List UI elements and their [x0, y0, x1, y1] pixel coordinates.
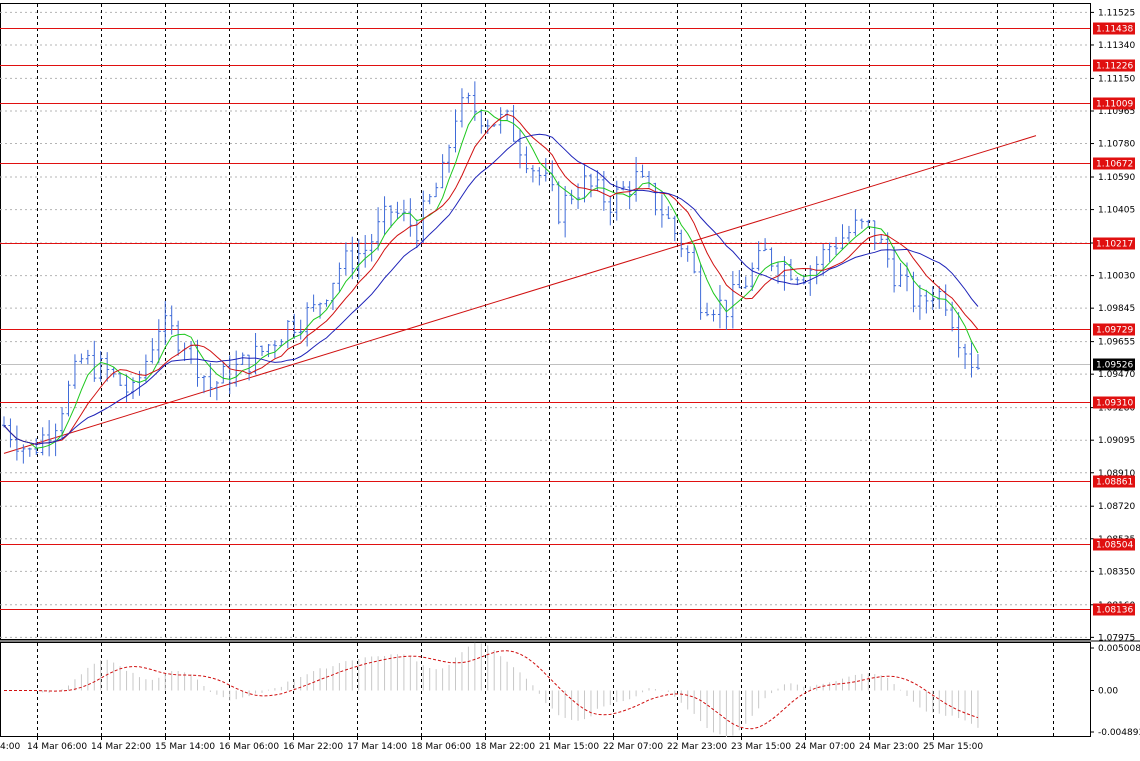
time-tick-label: 22 Mar 07:00 — [603, 742, 663, 752]
level-price-tag — [1093, 59, 1135, 72]
level-price-tag — [1093, 22, 1135, 35]
price-tick-label: 1.07975 — [1098, 633, 1135, 643]
level-price-tag — [1093, 323, 1135, 336]
price-tick-label: 1.09845 — [1098, 304, 1135, 314]
time-tick-label: 24 Mar 23:00 — [859, 742, 919, 752]
time-tick-label: 16 Mar 22:00 — [283, 742, 343, 752]
current-price-tag-label: 1.09526 — [1096, 361, 1133, 371]
time-tick-label: 21 Mar 15:00 — [539, 742, 599, 752]
trendline[interactable] — [3, 135, 1037, 454]
ma-fast-line — [3, 109, 979, 449]
time-tick-label: 18 Mar 06:00 — [411, 742, 471, 752]
time-tick-label: 15 Mar 14:00 — [155, 742, 215, 752]
level-price-tag-label: 1.10217 — [1096, 240, 1133, 250]
time-tick-label: 14 Mar 22:00 — [91, 742, 151, 752]
price-tick-label: 1.09655 — [1098, 338, 1135, 348]
time-tick-label: 14 Mar 06:00 — [27, 742, 87, 752]
price-tick-label: 1.11150 — [1098, 74, 1135, 84]
level-price-tag-label: 1.10672 — [1096, 160, 1133, 170]
level-price-tag — [1093, 538, 1135, 551]
price-tick-label: 1.10780 — [1098, 140, 1135, 150]
price-tick-label: 1.11525 — [1098, 8, 1135, 18]
time-tick-label: 25 Mar 15:00 — [923, 742, 983, 752]
level-price-tag-label: 1.08136 — [1096, 606, 1133, 616]
price-tick-label: 1.08350 — [1098, 567, 1135, 577]
time-tick-label: 4:00 — [0, 742, 20, 752]
time-tick-label: 24 Mar 07:00 — [795, 742, 855, 752]
level-price-tag-label: 1.11226 — [1096, 62, 1133, 72]
level-price-tag — [1093, 237, 1135, 250]
level-price-tag — [1093, 475, 1135, 488]
indicator-pane-frame — [0, 642, 1091, 737]
price-tick-label: 1.11340 — [1098, 41, 1135, 51]
price-tick-label: 1.10965 — [1098, 107, 1135, 117]
time-tick-label: 18 Mar 22:00 — [475, 742, 535, 752]
price-tick-label: 1.10405 — [1098, 206, 1135, 216]
indicator-tick-label: 0.005008 — [1098, 644, 1140, 654]
price-tick-label: 1.08910 — [1098, 469, 1135, 479]
price-tick-label: 1.10590 — [1098, 173, 1135, 183]
ma-slow-line — [3, 133, 979, 445]
indicator-tick-label: 0.00 — [1098, 686, 1118, 696]
level-price-tag-label: 1.09729 — [1096, 326, 1133, 336]
ma-mid-line — [3, 113, 979, 445]
price-tick-label: 1.09095 — [1098, 436, 1135, 446]
level-price-tag — [1093, 97, 1135, 110]
level-price-tag-label: 1.11009 — [1096, 100, 1133, 110]
price-tick-label: 1.08720 — [1098, 502, 1135, 512]
current-price-tag — [1093, 358, 1135, 371]
level-price-tag-label: 1.08504 — [1096, 541, 1133, 551]
level-price-tag — [1093, 603, 1135, 616]
level-price-tag-label: 1.11438 — [1096, 25, 1133, 35]
level-price-tag-label: 1.08861 — [1096, 478, 1133, 488]
time-tick-label: 23 Mar 15:00 — [731, 742, 791, 752]
level-price-tag — [1093, 396, 1135, 409]
price-tick-label: 1.09470 — [1098, 370, 1135, 380]
indicator-tick-label: -0.004893 — [1098, 728, 1140, 738]
signal-line — [4, 650, 979, 730]
time-tick-label: 22 Mar 23:00 — [667, 742, 727, 752]
price-pane-frame — [0, 3, 1091, 640]
time-tick-label: 16 Mar 06:00 — [219, 742, 279, 752]
level-price-tag-label: 1.09310 — [1096, 399, 1133, 409]
level-price-tag — [1093, 157, 1135, 170]
price-tick-label: 1.10030 — [1098, 272, 1135, 282]
price-tick-label: 1.09280 — [1098, 404, 1135, 414]
time-tick-label: 17 Mar 14:00 — [347, 742, 407, 752]
